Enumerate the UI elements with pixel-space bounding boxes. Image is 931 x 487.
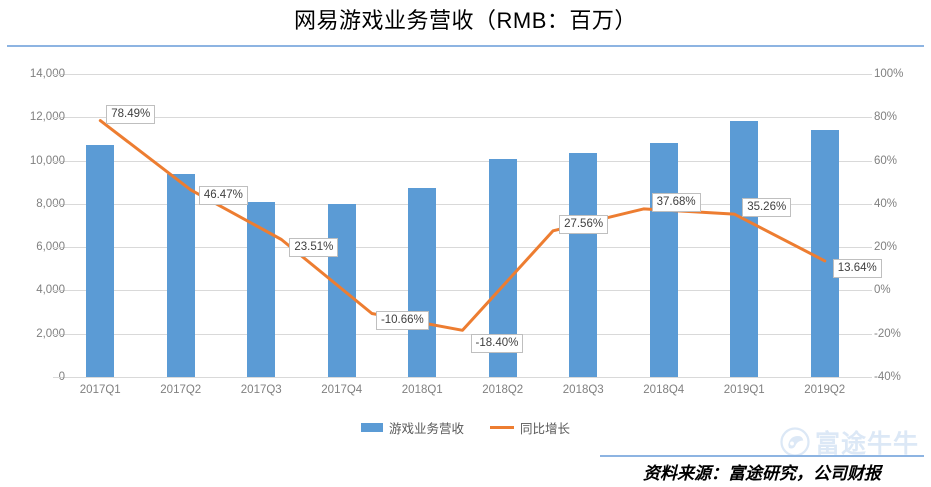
x-axis-label-2019Q1: 2019Q1 [723,384,765,396]
y-axis-right-tick-mark [865,333,872,335]
data-label-2019Q1: 13.64% [832,258,882,278]
y-axis-right-tick-mark [865,160,872,162]
y-axis-left-tick: 0 [58,371,65,383]
x-axis-label-2018Q1: 2018Q1 [401,384,443,396]
y-axis-right-tick: 20% [874,241,898,254]
y-axis-left-tick-mark [53,117,60,119]
plot-area [60,74,865,378]
y-axis-left-tick: 6,000 [36,241,65,254]
chart-title: 网易游戏业务营收（RMB：百万） [294,8,637,33]
y-axis-left-tick: 2,000 [36,327,65,340]
data-label-2018Q2: 27.56% [559,214,609,234]
y-axis-left-tick-mark [53,377,60,378]
bar-2017Q2[interactable] [166,173,195,377]
legend-label-growth: 同比增长 [520,422,571,436]
bar-2019Q1[interactable] [730,120,759,377]
data-label-2017Q4: -10.66% [375,311,429,331]
gridline [60,290,865,292]
y-axis-right-tick: 80% [874,111,898,124]
y-axis-left-tick-mark [53,74,60,75]
bar-2018Q3[interactable] [569,153,598,377]
x-axis-label-2017Q2: 2017Q2 [160,384,202,396]
bar-2017Q1[interactable] [86,145,115,377]
bar-2019Q2[interactable] [810,129,839,377]
y-axis-left-tick: 8,000 [36,197,65,210]
title-divider [7,45,924,47]
data-label-2017Q3: 23.51% [289,237,339,257]
y-axis-left-tick-mark [53,290,60,292]
y-axis-left-tick-mark [53,247,60,249]
legend-swatch-bar-icon [360,423,383,432]
y-axis-right-tick: -20% [874,327,901,340]
y-axis-right-tick-mark [865,377,872,378]
data-label-2018Q3: 37.68% [651,192,701,212]
y-axis-left-tick: 4,000 [36,284,65,297]
y-axis-left-tick-mark [53,333,60,335]
bar-2018Q4[interactable] [649,142,678,377]
chart-legend: 游戏业务营收 同比增长 [0,418,931,437]
y-axis-left-tick: 14,000 [29,68,65,80]
y-axis-right-tick: 100% [874,68,904,80]
growth-line-series [98,119,827,332]
x-axis-label-2019Q2: 2019Q2 [804,384,846,396]
legend-item-growth[interactable]: 同比增长 [490,418,570,437]
y-axis-right-tick: 60% [874,154,898,167]
bar-2017Q3[interactable] [247,202,276,377]
x-axis-label-2017Q4: 2017Q4 [321,384,363,396]
gridline [60,203,865,205]
y-axis-right-tick-mark [865,290,872,292]
y-axis-right-tick-mark [865,74,872,75]
x-axis-label-2017Q1: 2017Q1 [79,384,121,396]
y-axis-right-tick-mark [865,203,872,205]
data-label-2017Q1: 78.49% [106,104,156,124]
source-note: 资料来源：富途研究，公司财报 [643,464,881,483]
y-axis-right-tick-mark [865,117,872,119]
legend-swatch-line-icon [490,426,514,429]
y-axis-left-tick: 12,000 [29,111,65,124]
bar-2018Q1[interactable] [408,187,437,377]
data-label-2018Q1: -18.40% [470,334,524,354]
gridline [60,117,865,119]
y-axis-right-tick: -40% [874,371,901,383]
y-axis-right-tick-mark [865,247,872,249]
gridline [60,74,865,75]
growth-line-path [98,119,827,332]
x-axis-label-2018Q3: 2018Q3 [562,384,604,396]
x-axis-label-2017Q3: 2017Q3 [240,384,282,396]
x-axis-label-2018Q4: 2018Q4 [643,384,685,396]
y-axis-left-tick: 10,000 [29,154,65,167]
footer-divider [600,455,924,457]
gridline [60,160,865,162]
y-axis-right-tick: 0% [874,284,891,297]
y-axis-right-tick: 40% [874,197,898,210]
data-label-2017Q2: 46.47% [198,185,248,205]
x-axis-label-2018Q2: 2018Q2 [482,384,524,396]
gridline [60,377,865,378]
data-label-2018Q4: 35.26% [742,198,792,218]
legend-item-revenue[interactable]: 游戏业务营收 [360,418,464,437]
gridline [60,247,865,249]
legend-label-revenue: 游戏业务营收 [388,422,464,436]
gridline [60,333,865,335]
y-axis-left-tick-mark [53,160,60,162]
y-axis-left-tick-mark [53,203,60,205]
